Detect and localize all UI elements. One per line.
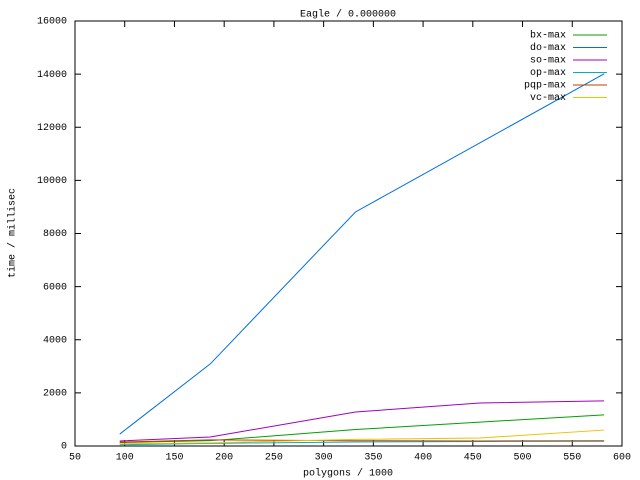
x-tick-label: 350 (364, 453, 382, 464)
x-tick-label: 550 (563, 453, 581, 464)
y-tick-label: 6000 (43, 282, 67, 293)
x-tick-label: 600 (613, 453, 631, 464)
x-tick-label: 300 (315, 453, 333, 464)
legend-label: pqp-max (524, 81, 566, 92)
x-axis-label: polygons / 1000 (303, 468, 393, 480)
chart-title: Eagle / 0.000000 (300, 9, 396, 21)
y-axis-label: time / millisec (7, 188, 19, 278)
series-line (119, 73, 605, 435)
y-tick-label: 2000 (43, 389, 67, 400)
x-tick-label: 50 (69, 453, 81, 464)
series-line (119, 400, 605, 442)
y-tick-label: 10000 (37, 176, 67, 187)
legend-label: so-max (530, 56, 566, 67)
legend-label: bx-max (530, 30, 566, 42)
x-tick-label: 150 (165, 453, 183, 464)
y-tick-label: 8000 (43, 229, 67, 240)
y-tick-label: 0 (61, 442, 67, 453)
y-tick-label: 4000 (43, 335, 67, 346)
series-line (119, 439, 605, 443)
series-line (119, 414, 605, 444)
x-tick-label: 500 (514, 453, 532, 464)
legend-label: do-max (530, 42, 566, 54)
legend-label: vc-max (530, 93, 566, 104)
x-tick-label: 250 (265, 453, 283, 464)
y-tick-label: 12000 (37, 123, 67, 134)
series-line (119, 429, 605, 445)
y-tick-label: 16000 (37, 17, 67, 28)
x-tick-label: 400 (414, 453, 432, 464)
series-line (119, 440, 605, 446)
y-tick-label: 14000 (37, 70, 67, 81)
legend-label: op-max (530, 68, 566, 79)
x-tick-label: 100 (116, 453, 134, 464)
x-tick-label: 450 (464, 453, 482, 464)
x-tick-label: 200 (215, 453, 233, 464)
